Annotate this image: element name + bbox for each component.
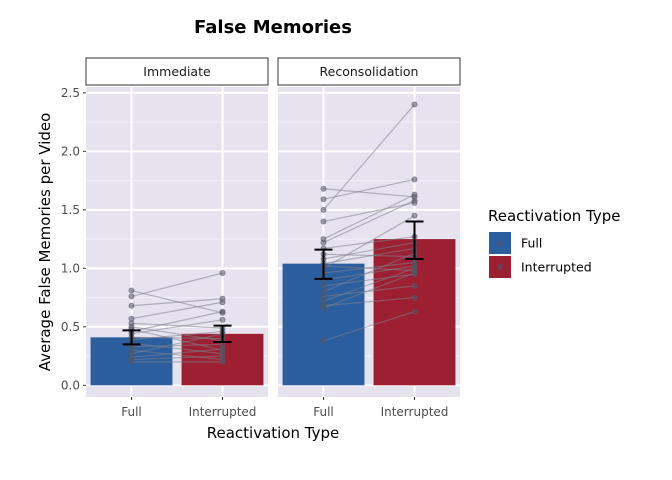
x-tick-label: Interrupted bbox=[189, 405, 257, 419]
pair-line bbox=[323, 252, 415, 293]
pair-line bbox=[323, 199, 415, 244]
data-point bbox=[128, 287, 135, 294]
data-point bbox=[128, 302, 135, 309]
pair-line bbox=[131, 343, 223, 348]
facet-strip-label: Immediate bbox=[143, 64, 211, 79]
data-point bbox=[411, 267, 418, 274]
data-point bbox=[320, 305, 327, 312]
data-point bbox=[411, 197, 418, 204]
pair-line bbox=[131, 330, 223, 341]
data-point bbox=[219, 353, 226, 360]
data-point bbox=[320, 206, 327, 213]
data-point bbox=[219, 308, 226, 315]
pair-line bbox=[131, 336, 223, 340]
legend-label: Interrupted bbox=[521, 260, 592, 275]
data-point bbox=[411, 101, 418, 108]
facet-strip bbox=[277, 57, 461, 86]
y-tick-label: 2.5 bbox=[61, 86, 80, 100]
data-point bbox=[320, 196, 327, 203]
pair-line bbox=[131, 311, 223, 333]
pair-line bbox=[131, 298, 223, 307]
y-tick-label: 0.5 bbox=[61, 320, 80, 334]
legend-entry-full: Full bbox=[489, 232, 542, 254]
error-bar bbox=[314, 248, 333, 280]
pair-line bbox=[131, 272, 223, 297]
data-point bbox=[411, 308, 418, 315]
legend-key-point bbox=[496, 239, 503, 246]
pair-line bbox=[131, 322, 223, 329]
pair-line bbox=[131, 355, 223, 361]
chart-title: False Memories bbox=[194, 17, 352, 38]
pair-line bbox=[131, 342, 223, 355]
pair-line bbox=[131, 328, 223, 351]
data-point bbox=[320, 239, 327, 246]
legend: Reactivation Type Full Interrupted bbox=[488, 207, 621, 278]
pair-line bbox=[323, 194, 415, 240]
pair-line bbox=[323, 241, 415, 260]
paired-lines bbox=[323, 104, 415, 342]
pair-line bbox=[323, 273, 415, 287]
error-bar bbox=[122, 329, 141, 346]
pair-line bbox=[323, 247, 415, 265]
legend-entry-interrupted: Interrupted bbox=[489, 256, 592, 278]
data-point bbox=[219, 346, 226, 353]
pair-line bbox=[323, 215, 415, 269]
data-point bbox=[219, 358, 226, 365]
panel-reconsolidation: Reconsolidation Full Interrupted bbox=[277, 57, 461, 419]
y-tick-label: 1.0 bbox=[61, 261, 80, 275]
data-point bbox=[128, 293, 135, 300]
pair-line bbox=[323, 272, 415, 309]
pair-line bbox=[131, 333, 223, 355]
data-point bbox=[320, 185, 327, 192]
y-tick-label: 1.5 bbox=[61, 203, 80, 217]
pair-line bbox=[323, 188, 415, 198]
data-point bbox=[320, 337, 327, 344]
pair-line bbox=[131, 301, 223, 320]
facet-panels: Immediate Full Interrupted Reconsolidation F… bbox=[85, 57, 461, 419]
y-tick-label: 0.0 bbox=[61, 378, 80, 392]
pair-line bbox=[323, 296, 415, 307]
pair-line bbox=[323, 202, 415, 223]
panel-immediate: Immediate Full Interrupted bbox=[85, 57, 269, 419]
x-tick-label: Interrupted bbox=[381, 405, 449, 419]
paired-lines bbox=[131, 272, 223, 363]
x-axis-title: Reactivation Type bbox=[207, 424, 340, 442]
legend-title: Reactivation Type bbox=[488, 207, 621, 225]
data-point bbox=[219, 316, 226, 323]
error-bar bbox=[405, 220, 424, 260]
y-tick-label: 2.0 bbox=[61, 144, 80, 158]
data-point bbox=[411, 176, 418, 183]
x-tick-label: Full bbox=[313, 405, 334, 419]
pair-line bbox=[323, 265, 415, 272]
y-axis-title: Average False Memories per Video bbox=[36, 113, 54, 372]
data-point bbox=[320, 218, 327, 225]
pair-line bbox=[323, 104, 415, 211]
facet-strip-label: Reconsolidation bbox=[320, 64, 419, 79]
pair-line bbox=[131, 348, 223, 358]
participant-points bbox=[128, 269, 226, 365]
pair-line bbox=[131, 349, 223, 361]
data-point bbox=[219, 299, 226, 306]
legend-label: Full bbox=[521, 236, 542, 251]
data-point bbox=[320, 282, 327, 289]
data-point bbox=[411, 191, 418, 198]
facet-strip bbox=[85, 57, 269, 86]
participant-points bbox=[320, 101, 418, 344]
pair-line bbox=[323, 311, 415, 342]
pair-line bbox=[323, 267, 415, 302]
pair-line bbox=[131, 319, 223, 335]
data-point bbox=[411, 282, 418, 289]
data-point bbox=[219, 269, 226, 276]
data-point bbox=[411, 212, 418, 219]
error-bar bbox=[213, 324, 232, 344]
data-point bbox=[411, 294, 418, 301]
pair-line bbox=[323, 178, 415, 200]
data-point bbox=[128, 358, 135, 365]
legend-key-point bbox=[496, 263, 503, 270]
y-axis: 0.0 0.5 1.0 1.5 2.0 2.5 bbox=[61, 86, 86, 392]
x-tick-label: Full bbox=[121, 405, 142, 419]
